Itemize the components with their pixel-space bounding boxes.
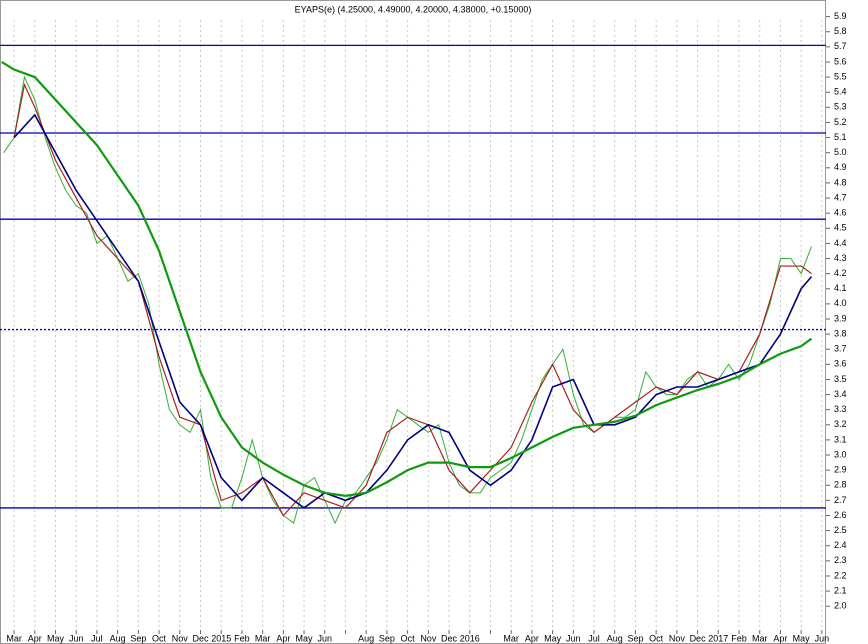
x-tick-label: May: [296, 633, 314, 643]
x-tick-label: Apr: [28, 633, 42, 643]
y-tick-label: 2.7: [834, 495, 847, 505]
y-tick-label: 4.1: [834, 283, 847, 293]
plot-frame: [0, 0, 826, 644]
y-tick-label: 3.0: [834, 449, 847, 459]
x-tick-label: Nov: [420, 633, 437, 643]
x-tick-label: Jul: [91, 633, 103, 643]
x-tick-label: Dec: [192, 633, 209, 643]
y-tick-label: 5.8: [834, 26, 847, 36]
x-tick-label: 2016: [460, 633, 480, 643]
y-tick-label: 2.4: [834, 540, 847, 550]
y-tick-label: 4.5: [834, 223, 847, 233]
x-tick-label: Aug: [607, 633, 623, 643]
y-tick-label: 5.6: [834, 56, 847, 66]
x-tick-label: May: [544, 633, 562, 643]
x-tick-label: Nov: [172, 633, 189, 643]
x-tick-label: Mar: [752, 633, 768, 643]
x-tick-label: Sep: [130, 633, 146, 643]
y-tick-label: 5.7: [834, 41, 847, 51]
y-tick-label: 2.0: [834, 601, 847, 611]
y-tick-label: 3.2: [834, 419, 847, 429]
x-tick-label: Jul: [588, 633, 600, 643]
x-tick-label: Feb: [234, 633, 250, 643]
y-tick-label: 4.6: [834, 208, 847, 218]
y-tick-label: 2.9: [834, 465, 847, 475]
x-tick-label: Apr: [525, 633, 539, 643]
x-tick-label: Mar: [6, 633, 22, 643]
x-tick-label: Oct: [649, 633, 664, 643]
y-tick-label: 4.3: [834, 253, 847, 263]
y-tick-label: 3.1: [834, 434, 847, 444]
y-tick-label: 3.8: [834, 328, 847, 338]
y-tick-label: 4.0: [834, 298, 847, 308]
y-tick-label: 5.5: [834, 71, 847, 81]
x-tick-label: Aug: [358, 633, 374, 643]
x-tick-label: Jun: [69, 633, 84, 643]
x-tick-label: Dec: [441, 633, 458, 643]
x-tick-label: Oct: [152, 633, 167, 643]
chart-title: EYAPS(e) (4.25000, 4.49000, 4.20000, 4.3…: [295, 4, 532, 14]
y-tick-label: 2.8: [834, 480, 847, 490]
y-tick-label: 2.2: [834, 570, 847, 580]
x-tick-label: Mar: [503, 633, 519, 643]
x-tick-label: May: [47, 633, 65, 643]
y-tick-label: 4.7: [834, 192, 847, 202]
x-tick-label: Jun: [566, 633, 581, 643]
x-tick-label: Jun: [815, 633, 830, 643]
y-tick-label: 3.3: [834, 404, 847, 414]
x-tick-label: Jun: [318, 633, 333, 643]
y-tick-label: 3.9: [834, 313, 847, 323]
y-tick-label: 2.3: [834, 555, 847, 565]
price-line: [1, 61, 813, 497]
x-tick-label: Apr: [773, 633, 787, 643]
y-tick-label: 5.1: [834, 132, 847, 142]
x-tick-label: 2017: [708, 633, 728, 643]
y-tick-label: 4.8: [834, 177, 847, 187]
y-tick-label: 5.2: [834, 117, 847, 127]
y-tick-label: 4.2: [834, 268, 847, 278]
price-line: [13, 113, 813, 509]
x-tick-label: Feb: [731, 633, 747, 643]
y-tick-label: 5.3: [834, 102, 847, 112]
y-tick-label: 5.4: [834, 87, 847, 97]
y-tick-label: 5.0: [834, 147, 847, 157]
x-tick-label: Nov: [669, 633, 686, 643]
y-tick-label: 3.4: [834, 389, 847, 399]
x-tick-label: 2015: [211, 633, 231, 643]
x-tick-label: Oct: [401, 633, 416, 643]
x-tick-label: Mar: [255, 633, 271, 643]
x-tick-label: Apr: [276, 633, 290, 643]
y-tick-label: 3.6: [834, 359, 847, 369]
y-tick-label: 2.6: [834, 510, 847, 520]
y-tick-label: 4.4: [834, 238, 847, 248]
x-tick-label: Aug: [110, 633, 126, 643]
x-tick-label: May: [793, 633, 811, 643]
y-tick-label: 3.5: [834, 374, 847, 384]
y-tick-label: 5.9: [834, 11, 847, 21]
y-tick-label: 2.5: [834, 525, 847, 535]
y-tick-label: 2.1: [834, 585, 847, 595]
x-tick-label: Dec: [690, 633, 707, 643]
x-tick-label: Sep: [379, 633, 395, 643]
y-tick-label: 4.9: [834, 162, 847, 172]
y-tick-label: 3.7: [834, 344, 847, 354]
x-tick-label: Sep: [627, 633, 643, 643]
